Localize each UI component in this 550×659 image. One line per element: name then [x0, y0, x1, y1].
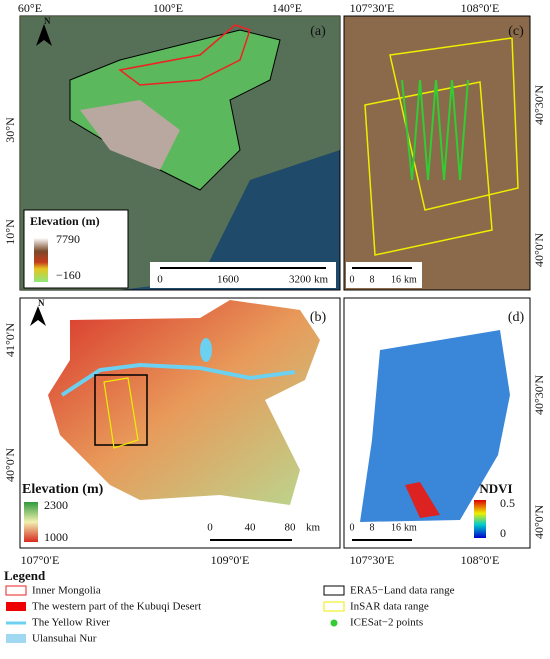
panel-letter: (a) — [310, 24, 326, 39]
bottom-legend: Legend Inner Mongolia The western part o… — [4, 568, 455, 645]
panel-d — [343, 297, 531, 549]
swatch — [6, 634, 26, 643]
scale-tick: 16 — [391, 274, 401, 285]
lon-label: 107°30′E — [350, 1, 395, 15]
lon-label: 140°E — [272, 1, 302, 15]
yellow-river — [60, 362, 296, 397]
legend-item: ICESat−2 points — [350, 617, 423, 629]
swatch — [5, 585, 27, 596]
legend-item: ERA5−Land data range — [350, 585, 455, 597]
scale-tick: 1600 — [217, 274, 240, 286]
north-arrow — [30, 306, 46, 326]
legend-item: Inner Mongolia — [32, 585, 101, 597]
panel-b — [19, 297, 341, 549]
panel-a — [19, 15, 341, 291]
scale-box — [150, 262, 336, 288]
high-ndvi — [405, 482, 440, 518]
swatch — [323, 601, 345, 612]
inner-mongolia — [118, 24, 251, 86]
lat-label: 40°0′N — [532, 505, 546, 539]
lat-label: 30°N — [3, 117, 17, 143]
legend-low: 0 — [500, 526, 506, 540]
scale-tick: 8 — [370, 522, 375, 533]
era5-range — [94, 374, 148, 446]
insar-range — [364, 81, 493, 256]
colorbar — [474, 500, 486, 538]
scale-tick: 3200 — [289, 274, 312, 286]
insar-range — [103, 377, 139, 449]
colorbar — [34, 238, 48, 282]
scale-tick: 16 — [391, 522, 401, 533]
panel-letter: (b) — [310, 310, 327, 325]
scale-unit: km — [314, 274, 329, 286]
scale-tick: 0 — [157, 274, 163, 286]
legend-high: 7790 — [56, 232, 80, 246]
legend-title: Legend — [4, 568, 46, 583]
scale-unit: km — [306, 522, 321, 534]
scale-unit: km — [404, 274, 417, 285]
plateau — [80, 100, 180, 170]
scale-tick: 0 — [207, 522, 213, 534]
lon-label: 107°0′E — [21, 553, 60, 567]
legend-title: Elevation (m) — [22, 482, 104, 497]
lat-label: 40°30′N — [532, 375, 546, 415]
north-label: N — [38, 298, 45, 308]
swatch — [6, 602, 26, 611]
lon-label: 60°E — [18, 1, 42, 15]
lat-label: 10°N — [3, 219, 17, 245]
lat-label: 41°0′N — [3, 323, 17, 357]
lon-label: 109°0′E — [211, 553, 250, 567]
scale-tick: 8 — [370, 274, 375, 285]
lon-label: 108°0′E — [461, 1, 500, 15]
lat-label: 40°30′N — [532, 85, 546, 125]
panel-letter: (c) — [508, 24, 524, 39]
legend-title: Elevation (m) — [30, 214, 100, 228]
lon-label: 107°30′E — [350, 553, 395, 567]
lon-label: 100°E — [153, 1, 183, 15]
labels: 60°E 100°E 140°E 30°N 10°N (a) N Elevati… — [3, 1, 546, 567]
swatch — [330, 619, 338, 627]
satellite-map — [343, 15, 531, 291]
legend-item: The western part of the Kubuqi Desert — [32, 601, 201, 613]
lat-label: 40°0′N — [532, 233, 546, 267]
scale-tick: 40 — [245, 522, 257, 534]
scale-tick: 0 — [350, 522, 355, 533]
lon-label: 108°0′E — [461, 553, 500, 567]
swatch — [323, 585, 345, 596]
icesat-points — [401, 79, 469, 181]
legend-title: NDVI — [479, 481, 512, 496]
colorbar — [24, 502, 38, 542]
scale-tick: 0 — [350, 274, 355, 285]
scale-box — [346, 262, 422, 288]
north-label: N — [44, 16, 51, 26]
legend-item: Ulansuhai Nur — [32, 633, 97, 645]
scale-tick: 80 — [285, 522, 297, 534]
scale-unit: km — [404, 522, 417, 533]
legend-high: 0.5 — [500, 496, 515, 510]
north-arrow — [36, 24, 52, 46]
legend-item: InSAR data range — [350, 601, 429, 613]
panel-c — [343, 15, 531, 291]
study-area — [48, 300, 320, 505]
ulansuhai-nur — [200, 338, 212, 362]
legend-item: The Yellow River — [32, 617, 110, 629]
legend-high: 2300 — [44, 498, 68, 512]
lat-label: 40°0′N — [3, 448, 17, 482]
panel-letter: (d) — [508, 310, 525, 325]
ndvi-map — [360, 330, 510, 522]
legend-low: −160 — [56, 268, 81, 282]
legend-low: 1000 — [44, 530, 68, 544]
